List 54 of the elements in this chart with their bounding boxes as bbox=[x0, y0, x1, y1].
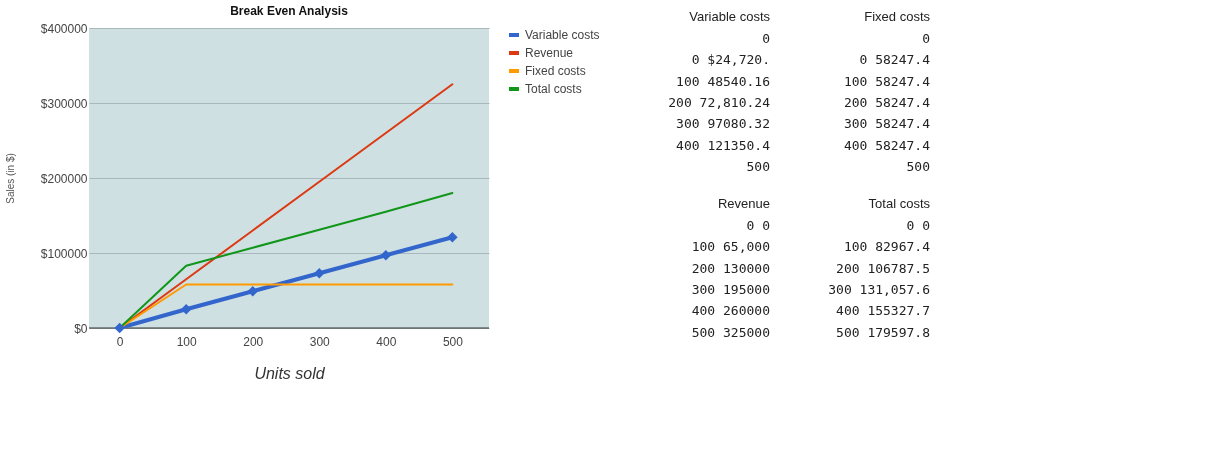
text: 0 $24,720. bbox=[691, 52, 770, 68]
text: 300 195000 bbox=[691, 282, 770, 297]
x-axis-title: Units sold bbox=[254, 364, 326, 382]
y-tick-label: $300000 bbox=[40, 96, 88, 111]
x-tick-label: 0 bbox=[116, 334, 124, 349]
text: 500 179597.8 bbox=[836, 324, 930, 340]
text: 400 260000 bbox=[691, 303, 770, 319]
text: 0 bbox=[922, 30, 930, 46]
text: Total costs bbox=[868, 196, 931, 211]
text: 100 65,000 bbox=[691, 239, 770, 255]
text: 200 130000 bbox=[691, 260, 770, 276]
text: Variable costs bbox=[689, 9, 771, 24]
y-axis-title: Sales (in $) bbox=[4, 153, 16, 204]
x-tick-label: 500 bbox=[442, 334, 464, 349]
text: 500 325000 bbox=[691, 324, 770, 340]
point bbox=[447, 232, 458, 243]
text: 100 48540.16 bbox=[676, 73, 770, 89]
chart-title: Break Even Analysis bbox=[230, 4, 349, 18]
y-tick-label: $0 bbox=[74, 321, 88, 336]
y-tick-label: $100000 bbox=[40, 246, 88, 261]
y-tick-label: $400000 bbox=[40, 21, 88, 36]
text: 0 58247.4 bbox=[859, 52, 931, 68]
point bbox=[180, 304, 192, 315]
point bbox=[314, 268, 325, 279]
legend-label: Revenue bbox=[525, 46, 574, 60]
text: 400 155327.7 bbox=[836, 303, 930, 319]
point bbox=[247, 286, 258, 297]
legend-label: Variable costs bbox=[525, 28, 600, 42]
text: 400 58247.4 bbox=[843, 137, 931, 153]
text: Revenue bbox=[717, 196, 770, 211]
point bbox=[380, 250, 392, 261]
x-tick-label: 200 bbox=[243, 334, 264, 349]
point bbox=[114, 322, 125, 334]
text: 300 131,057.6 bbox=[828, 282, 930, 297]
text: 100 58247.4 bbox=[843, 73, 931, 89]
text: 300 97080.32 bbox=[676, 116, 770, 132]
text: 0 0 bbox=[746, 217, 770, 233]
legend-label: Fixed costs bbox=[525, 64, 586, 78]
y-tick-label: $200000 bbox=[40, 171, 88, 186]
text: 0 bbox=[762, 30, 770, 46]
x-tick-label: 400 bbox=[376, 334, 397, 349]
text: Fixed costs bbox=[864, 9, 931, 24]
text: 200 58247.4 bbox=[843, 95, 931, 110]
text: 400 121350.4 bbox=[676, 137, 771, 153]
text: 500 bbox=[746, 159, 770, 175]
text: 0 0 bbox=[906, 217, 930, 233]
x-tick-label: 100 bbox=[176, 334, 197, 349]
x-tick-label: 300 bbox=[309, 334, 331, 349]
text: 100 82967.4 bbox=[843, 239, 931, 255]
text: 200 72,810.24 bbox=[668, 95, 771, 110]
text: 300 58247.4 bbox=[843, 116, 931, 132]
legend-label: Total costs bbox=[525, 82, 582, 96]
text: 200 106787.5 bbox=[836, 260, 930, 276]
text: 500 bbox=[906, 159, 930, 175]
